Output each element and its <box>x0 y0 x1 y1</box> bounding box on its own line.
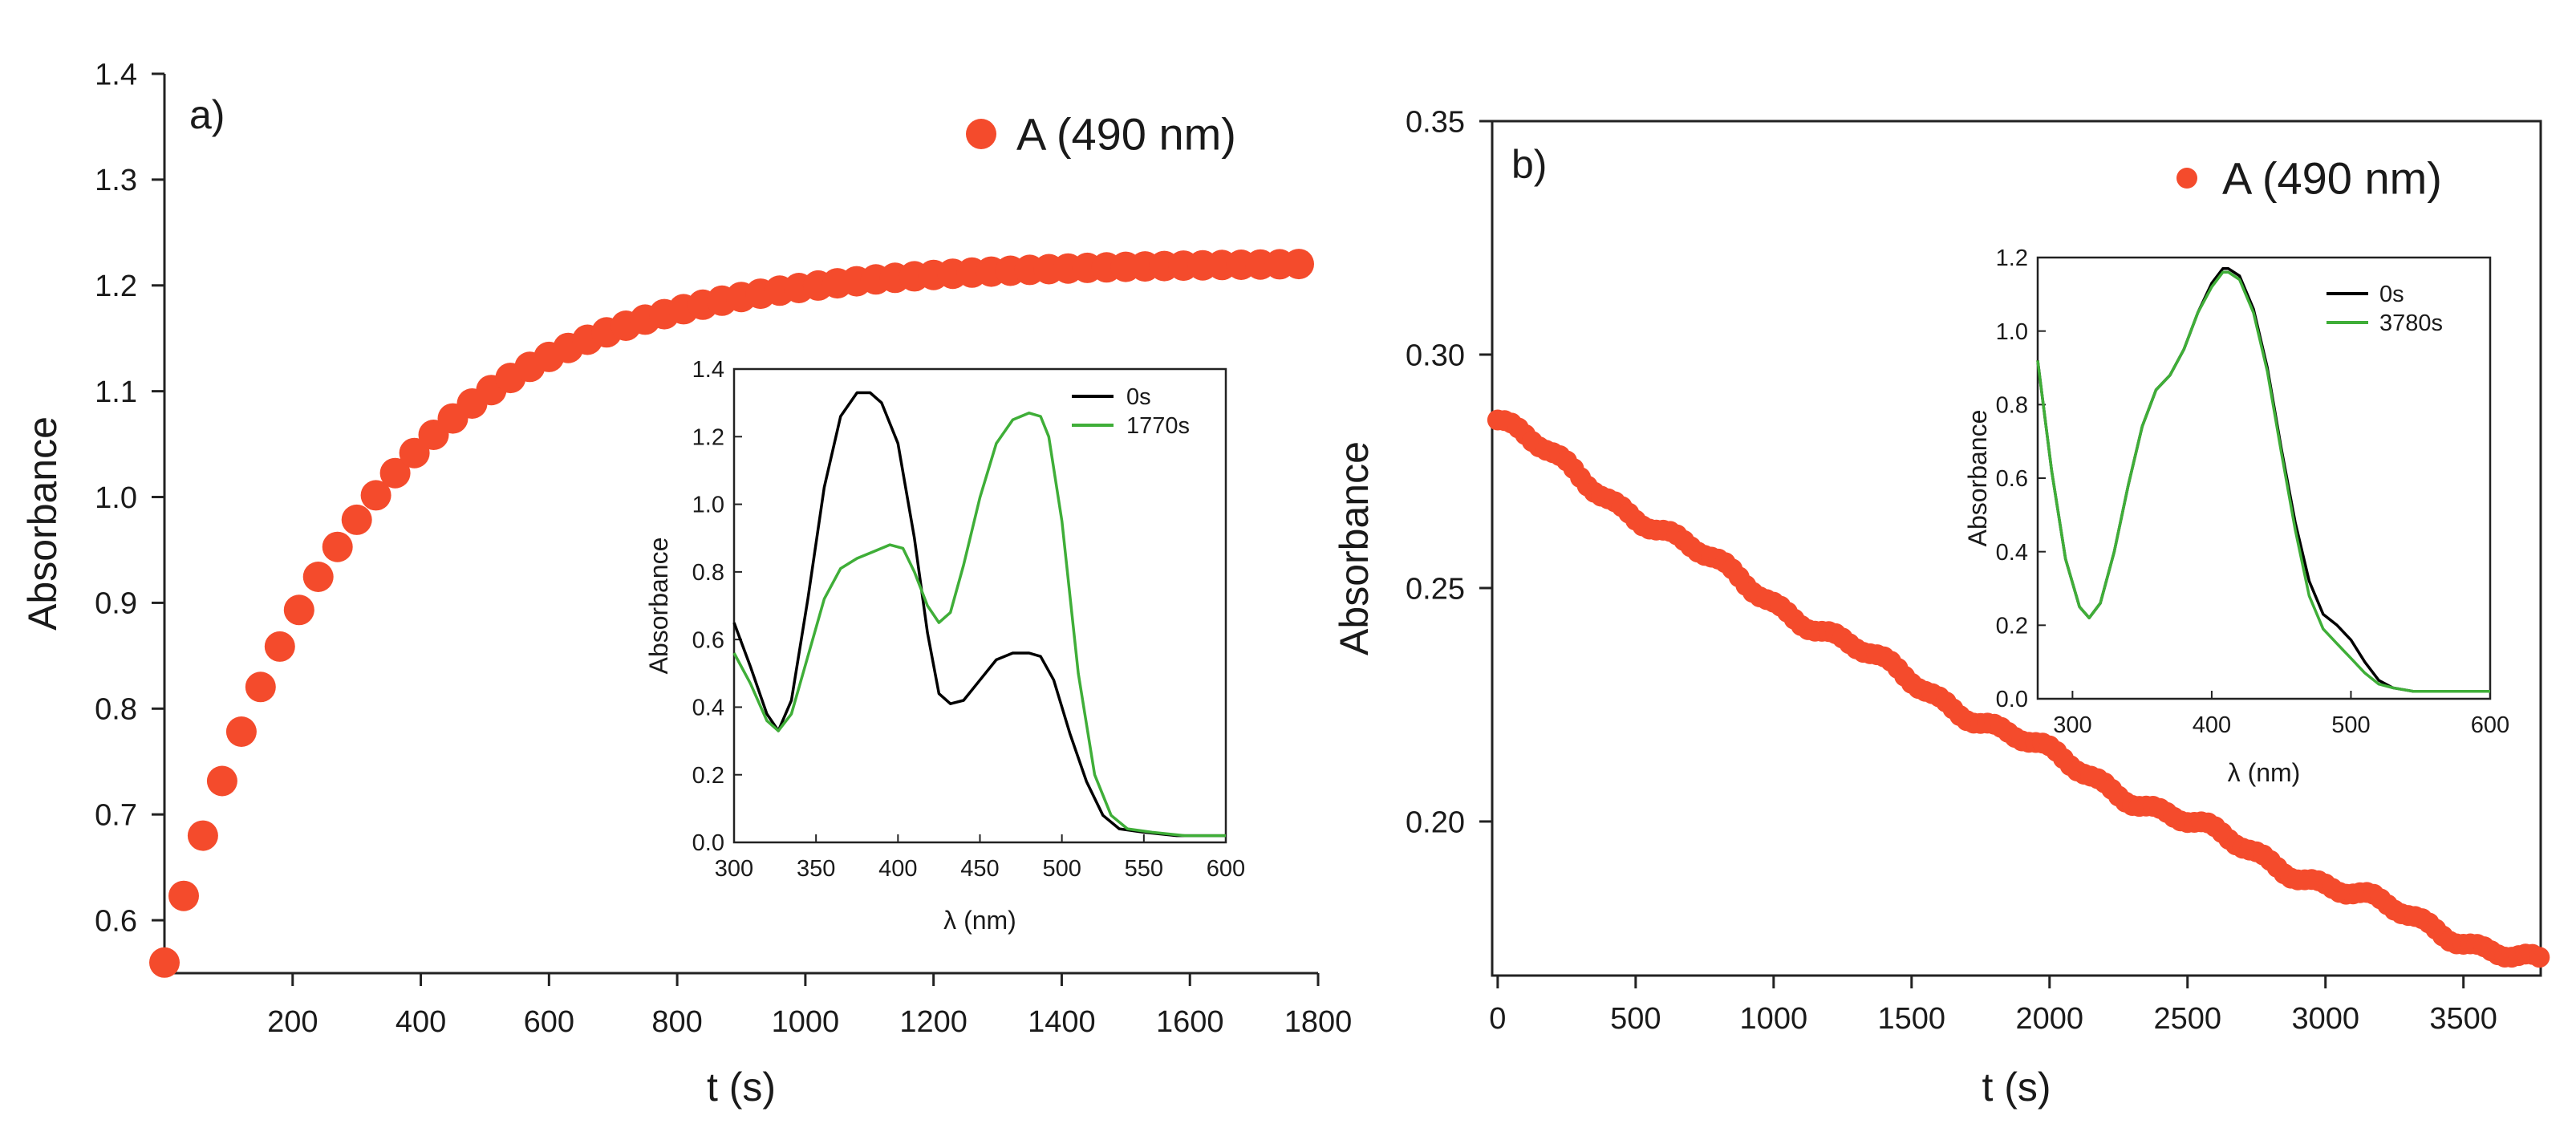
panel-a-data-point <box>225 716 257 747</box>
panel-b-inset-series-3780s <box>2036 270 2490 693</box>
panel-a-xtick-label: 800 <box>651 1005 702 1039</box>
panel-a-data-point <box>341 504 372 535</box>
panel-b-ytick-label: 0.20 <box>1406 805 1465 839</box>
panel-b-inset-ytick-label: 0.2 <box>1996 613 2028 639</box>
panel-a-legend-marker <box>966 119 996 149</box>
panel-a-data-point <box>206 765 237 797</box>
panel-a-ytick-label: 1.3 <box>95 164 137 197</box>
panel-b-ytick-label: 0.35 <box>1406 105 1465 139</box>
panel-b-inset-xtick-label: 500 <box>2331 712 2370 738</box>
panel-a-ytick-label: 0.7 <box>95 798 137 832</box>
panel-b-inset-ytick-label: 0.0 <box>1996 687 2028 712</box>
panel-a-inset-x-axis-label: λ (nm) <box>943 906 1016 935</box>
panel-a-inset-xtick-label: 550 <box>1125 856 1163 882</box>
panel-a-inset-ytick-label: 0.0 <box>692 830 724 856</box>
panel-a-inset-xtick-label: 450 <box>960 856 999 882</box>
panel-b-xtick-label: 1500 <box>1878 1002 1946 1036</box>
panel-a-inset-ytick-label: 0.8 <box>692 560 724 586</box>
panel-b-xtick-label: 3500 <box>2429 1002 2497 1036</box>
panel-a-xtick-label: 1800 <box>1284 1005 1353 1039</box>
panel-a-inset-series-0s <box>732 391 1226 838</box>
panel-a-ytick-label: 1.0 <box>95 481 137 515</box>
panel-a-inset-xtick-label: 350 <box>797 856 835 882</box>
panel-b-inset-xtick-label: 400 <box>2193 712 2231 738</box>
panel-a-inset-ytick-label: 0.6 <box>692 627 724 653</box>
panel-b-legend-label: A (490 nm) <box>2222 153 2442 204</box>
panel-b-y-axis-label: Absorbance <box>1332 441 1377 655</box>
panel-a-ytick-label: 1.1 <box>95 375 137 409</box>
panel-a-inset-xtick-label: 500 <box>1042 856 1081 882</box>
panel-b-xtick-label: 500 <box>1610 1002 1661 1036</box>
panel-b-inset-ytick-label: 1.2 <box>1996 245 2028 271</box>
panel-a-ytick-label: 1.4 <box>95 58 137 91</box>
panel-b-inset-ytick-label: 0.8 <box>1996 392 2028 418</box>
panel-b-xtick-label: 0 <box>1489 1002 1506 1036</box>
panel-b-xtick-label: 3000 <box>2291 1002 2359 1036</box>
panel-b-inset-ytick-label: 1.0 <box>1996 319 2028 345</box>
panel-a-xtick-label: 1400 <box>1028 1005 1096 1039</box>
panel-a-ytick-label: 0.9 <box>95 587 137 621</box>
panel-a-xtick-label: 400 <box>396 1005 446 1039</box>
panel-b-legend-marker <box>2176 168 2197 189</box>
panel-b-inset-ytick-label: 0.6 <box>1996 466 2028 492</box>
panel-a-xtick-label: 1000 <box>772 1005 840 1039</box>
panel-a-legend-label: A (490 nm) <box>1016 109 1236 160</box>
panel-b-inset-ytick-label: 0.4 <box>1996 540 2028 566</box>
panel-a-data-point <box>302 562 334 592</box>
panel-a-ytick-label: 1.2 <box>95 270 137 303</box>
panel-a-chart: 200 400 600 800 1000 1200 1400 1600 1800 0.6 0.7 0.… <box>20 58 1352 1110</box>
panel-a-inset-series-1770s <box>732 412 1226 838</box>
panel-a-data-point <box>322 531 353 562</box>
panel-a-inset-ytick-label: 0.2 <box>692 763 724 789</box>
panel-b-inset-frame <box>2036 256 2492 700</box>
panel-a-inset-xtick-label: 300 <box>715 856 753 882</box>
panel-a-xtick-label: 200 <box>267 1005 318 1039</box>
panel-a-data-point <box>379 457 411 489</box>
panel-a-x-axis-label: t (s) <box>707 1065 776 1110</box>
panel-b-xtick-label: 2500 <box>2153 1002 2221 1036</box>
panel-b-ytick-label: 0.30 <box>1406 339 1465 372</box>
panel-a-inset-ytick-label: 0.4 <box>692 696 724 721</box>
panel-a-data-point <box>283 594 314 626</box>
panel-a-xtick-label: 1600 <box>1156 1005 1224 1039</box>
panel-b-x-axis-label: t (s) <box>1982 1065 2051 1110</box>
panel-b-xtick-label: 1000 <box>1740 1002 1808 1036</box>
panel-a-xtick-label: 1200 <box>899 1005 968 1039</box>
panel-b-panel-label: b) <box>1511 142 1547 187</box>
panel-b-inset-legend-label: 0s <box>2379 282 2404 307</box>
panel-a-data-point <box>168 880 199 911</box>
panel-a-panel-label: a) <box>189 92 225 137</box>
panel-a-inset-frame <box>732 367 1227 844</box>
panel-a-inset-ytick-label: 1.4 <box>692 357 724 383</box>
panel-a-xtick-label: 600 <box>524 1005 574 1039</box>
panel-a-inset-xtick-label: 400 <box>878 856 917 882</box>
panel-a-data-point <box>264 631 295 662</box>
panel-b-ytick-label: 0.25 <box>1406 572 1465 606</box>
panel-a-inset-legend-label: 0s <box>1126 384 1151 410</box>
panel-a-y-axis-label: Absorbance <box>20 416 65 631</box>
panel-a-data-point <box>399 437 430 469</box>
panel-a-data-point <box>187 820 218 851</box>
panel-b-inset-x-axis-label: λ (nm) <box>2228 758 2301 787</box>
panel-b-xtick-label: 2000 <box>2016 1002 2084 1036</box>
panel-b-chart: 0 500 1000 1500 2000 2500 3000 3500 0.20 0.25 0.30… <box>1332 105 2550 1110</box>
panel-a-ytick-label: 0.8 <box>95 693 137 727</box>
panel-b-inset-xtick-label: 600 <box>2471 712 2509 738</box>
panel-a-data-point <box>1284 249 1314 280</box>
panel-a-data-point <box>360 480 391 511</box>
panel-a-inset-ytick-label: 1.0 <box>692 493 724 518</box>
panel-b-plot-frame <box>1491 120 2542 977</box>
panel-b-inset-y-axis-label: Absorbance <box>1963 410 1992 547</box>
panel-b-inset-legend-label: 3780s <box>2379 310 2443 336</box>
panel-a-inset-legend-label: 1770s <box>1126 413 1190 439</box>
panel-a-data-point <box>245 671 276 703</box>
panel-a-inset-y-axis-label: Absorbance <box>644 538 673 675</box>
panel-a-data-point <box>149 947 180 978</box>
panel-a-inset-xtick-label: 600 <box>1207 856 1245 882</box>
panel-a-ytick-label: 0.6 <box>95 904 137 938</box>
panel-b-inset-xtick-label: 300 <box>2053 712 2091 738</box>
panel-b-data-point <box>2529 947 2550 968</box>
panel-a-inset-ytick-label: 1.2 <box>692 424 724 450</box>
